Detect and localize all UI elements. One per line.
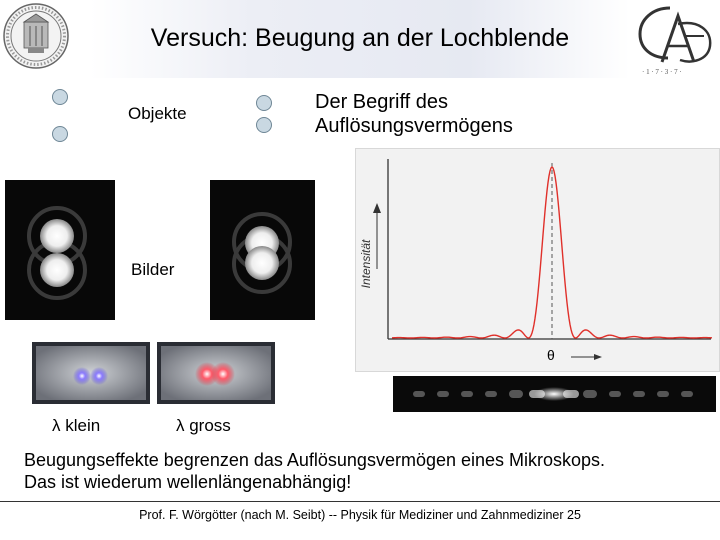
university-seal-icon [3, 3, 69, 69]
objekte-label: Objekte [128, 104, 187, 123]
footer-text: Prof. F. Wörgötter (nach M. Seibt) -- Ph… [139, 508, 581, 522]
lambda-large-label: λ gross [176, 416, 231, 435]
resolution-heading-line2: Auflösungsvermögens [315, 115, 513, 137]
photo-red-light [157, 342, 275, 404]
airy-discs-merged-icon [232, 212, 292, 294]
object-circle-right-bottom [256, 117, 272, 133]
lambda-small-label: λ klein [52, 416, 101, 435]
body-text: Beugungseffekte begrenzen das Auflösungs… [24, 449, 605, 493]
svg-text:· 1 · 7 · 3 · 7 ·: · 1 · 7 · 3 · 7 · [642, 68, 682, 76]
resolution-heading-line1: Der Begriff des [315, 91, 449, 113]
body-text-line2: Das ist wiederum wellenlängenabhängig! [24, 472, 352, 492]
diffraction-image-separated [5, 180, 115, 320]
intensity-curve [391, 166, 713, 339]
resolution-heading: Der Begriff des Auflösungsvermögens [315, 90, 513, 138]
intensity-graph [373, 159, 713, 360]
graph-ylabel: Intensität [359, 239, 373, 289]
body-text-line1: Beugungseffekte begrenzen das Auflösungs… [24, 450, 606, 470]
photo-blue-light [32, 342, 150, 404]
object-circle-left-top [52, 89, 68, 105]
intensity-graph-panel: θ Intensität [355, 148, 720, 372]
footer-divider [0, 501, 720, 502]
object-circle-right-top [256, 95, 272, 111]
diffraction-fringes-icon [413, 387, 693, 401]
object-circle-left-bottom [52, 126, 68, 142]
blue-spots-icon [36, 346, 146, 400]
airy-discs-separated-icon [27, 206, 87, 300]
diffraction-image-merged [210, 180, 315, 320]
red-spots-icon [161, 346, 271, 400]
graph-xlabel: θ [547, 347, 555, 363]
bilder-label: Bilder [131, 260, 175, 279]
title-band [90, 0, 630, 78]
slide-title: Versuch: Beugung an der Lochblende [150, 24, 570, 52]
cga-logo-icon: · 1 · 7 · 3 · 7 · [638, 6, 712, 76]
diffraction-pattern-strip [393, 376, 716, 412]
